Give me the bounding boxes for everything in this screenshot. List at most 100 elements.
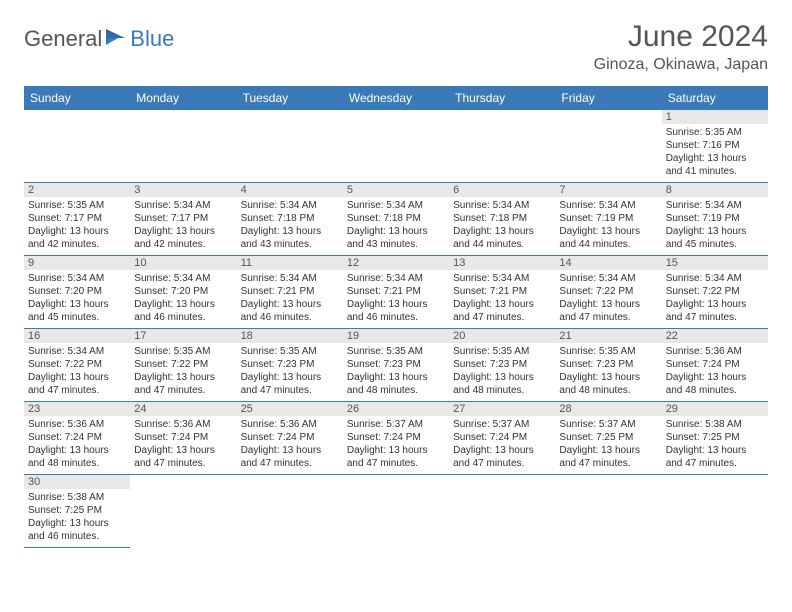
sunset-line: Sunset: 7:24 PM [134, 431, 232, 444]
sunrise-line: Sunrise: 5:34 AM [559, 199, 657, 212]
calendar-cell: 25Sunrise: 5:36 AMSunset: 7:24 PMDayligh… [237, 402, 343, 475]
sunrise-line: Sunrise: 5:34 AM [241, 272, 339, 285]
day-content: Sunrise: 5:36 AMSunset: 7:24 PMDaylight:… [662, 343, 768, 401]
day-number: 30 [24, 475, 130, 489]
day-number: 17 [130, 329, 236, 343]
calendar-cell [237, 110, 343, 183]
daylight-line: Daylight: 13 hours and 41 minutes. [666, 152, 764, 178]
day-number: 16 [24, 329, 130, 343]
day-content: Sunrise: 5:35 AMSunset: 7:16 PMDaylight:… [662, 124, 768, 182]
daylight-line: Daylight: 13 hours and 47 minutes. [559, 298, 657, 324]
day-number: 14 [555, 256, 661, 270]
calendar-cell [449, 475, 555, 548]
calendar-row: 1Sunrise: 5:35 AMSunset: 7:16 PMDaylight… [24, 110, 768, 183]
calendar-cell: 28Sunrise: 5:37 AMSunset: 7:25 PMDayligh… [555, 402, 661, 475]
sunset-line: Sunset: 7:19 PM [559, 212, 657, 225]
sunrise-line: Sunrise: 5:34 AM [453, 272, 551, 285]
day-number: 11 [237, 256, 343, 270]
daylight-line: Daylight: 13 hours and 42 minutes. [134, 225, 232, 251]
daylight-line: Daylight: 13 hours and 46 minutes. [28, 517, 126, 543]
sunset-line: Sunset: 7:17 PM [28, 212, 126, 225]
daylight-line: Daylight: 13 hours and 47 minutes. [453, 444, 551, 470]
calendar-row: 30Sunrise: 5:38 AMSunset: 7:25 PMDayligh… [24, 475, 768, 548]
day-content: Sunrise: 5:38 AMSunset: 7:25 PMDaylight:… [24, 489, 130, 547]
sunset-line: Sunset: 7:19 PM [666, 212, 764, 225]
title-block: June 2024 Ginoza, Okinawa, Japan [594, 20, 768, 74]
day-content: Sunrise: 5:38 AMSunset: 7:25 PMDaylight:… [662, 416, 768, 474]
calendar-cell: 18Sunrise: 5:35 AMSunset: 7:23 PMDayligh… [237, 329, 343, 402]
weekday-header: Wednesday [343, 86, 449, 110]
calendar-cell: 22Sunrise: 5:36 AMSunset: 7:24 PMDayligh… [662, 329, 768, 402]
sunrise-line: Sunrise: 5:36 AM [666, 345, 764, 358]
sunset-line: Sunset: 7:25 PM [559, 431, 657, 444]
logo-text-blue: Blue [130, 26, 174, 52]
day-content: Sunrise: 5:35 AMSunset: 7:23 PMDaylight:… [555, 343, 661, 401]
calendar-cell [555, 475, 661, 548]
day-content: Sunrise: 5:34 AMSunset: 7:19 PMDaylight:… [662, 197, 768, 255]
header: General Blue June 2024 Ginoza, Okinawa, … [24, 20, 768, 74]
daylight-line: Daylight: 13 hours and 47 minutes. [28, 371, 126, 397]
sunset-line: Sunset: 7:18 PM [347, 212, 445, 225]
day-content: Sunrise: 5:34 AMSunset: 7:18 PMDaylight:… [343, 197, 449, 255]
weekday-header: Friday [555, 86, 661, 110]
location: Ginoza, Okinawa, Japan [594, 56, 768, 74]
day-content: Sunrise: 5:34 AMSunset: 7:18 PMDaylight:… [449, 197, 555, 255]
day-content: Sunrise: 5:34 AMSunset: 7:17 PMDaylight:… [130, 197, 236, 255]
sunrise-line: Sunrise: 5:34 AM [241, 199, 339, 212]
calendar-cell [449, 110, 555, 183]
day-number: 9 [24, 256, 130, 270]
logo-text-general: General [24, 26, 102, 52]
sunset-line: Sunset: 7:21 PM [453, 285, 551, 298]
daylight-line: Daylight: 13 hours and 46 minutes. [241, 298, 339, 324]
sunset-line: Sunset: 7:23 PM [241, 358, 339, 371]
sunset-line: Sunset: 7:20 PM [28, 285, 126, 298]
day-content: Sunrise: 5:35 AMSunset: 7:17 PMDaylight:… [24, 197, 130, 255]
day-number: 5 [343, 183, 449, 197]
day-number: 19 [343, 329, 449, 343]
calendar-row: 2Sunrise: 5:35 AMSunset: 7:17 PMDaylight… [24, 183, 768, 256]
calendar-cell: 16Sunrise: 5:34 AMSunset: 7:22 PMDayligh… [24, 329, 130, 402]
calendar-cell: 24Sunrise: 5:36 AMSunset: 7:24 PMDayligh… [130, 402, 236, 475]
calendar-cell: 8Sunrise: 5:34 AMSunset: 7:19 PMDaylight… [662, 183, 768, 256]
calendar-cell: 20Sunrise: 5:35 AMSunset: 7:23 PMDayligh… [449, 329, 555, 402]
day-number: 21 [555, 329, 661, 343]
calendar-table: SundayMondayTuesdayWednesdayThursdayFrid… [24, 86, 768, 548]
sunrise-line: Sunrise: 5:35 AM [453, 345, 551, 358]
sunset-line: Sunset: 7:16 PM [666, 139, 764, 152]
daylight-line: Daylight: 13 hours and 47 minutes. [666, 444, 764, 470]
calendar-cell: 2Sunrise: 5:35 AMSunset: 7:17 PMDaylight… [24, 183, 130, 256]
day-content: Sunrise: 5:35 AMSunset: 7:22 PMDaylight:… [130, 343, 236, 401]
sunset-line: Sunset: 7:24 PM [453, 431, 551, 444]
daylight-line: Daylight: 13 hours and 47 minutes. [453, 298, 551, 324]
day-number: 10 [130, 256, 236, 270]
calendar-cell: 7Sunrise: 5:34 AMSunset: 7:19 PMDaylight… [555, 183, 661, 256]
sunrise-line: Sunrise: 5:36 AM [241, 418, 339, 431]
sunrise-line: Sunrise: 5:34 AM [28, 345, 126, 358]
sunrise-line: Sunrise: 5:34 AM [347, 199, 445, 212]
day-content: Sunrise: 5:34 AMSunset: 7:22 PMDaylight:… [662, 270, 768, 328]
daylight-line: Daylight: 13 hours and 45 minutes. [28, 298, 126, 324]
sunset-line: Sunset: 7:22 PM [666, 285, 764, 298]
sunrise-line: Sunrise: 5:35 AM [559, 345, 657, 358]
sunset-line: Sunset: 7:25 PM [28, 504, 126, 517]
sunrise-line: Sunrise: 5:38 AM [28, 491, 126, 504]
sunrise-line: Sunrise: 5:35 AM [666, 126, 764, 139]
day-number: 15 [662, 256, 768, 270]
daylight-line: Daylight: 13 hours and 47 minutes. [559, 444, 657, 470]
day-number: 8 [662, 183, 768, 197]
weekday-header-row: SundayMondayTuesdayWednesdayThursdayFrid… [24, 86, 768, 110]
calendar-cell: 12Sunrise: 5:34 AMSunset: 7:21 PMDayligh… [343, 256, 449, 329]
month-title: June 2024 [594, 20, 768, 54]
day-content: Sunrise: 5:37 AMSunset: 7:24 PMDaylight:… [343, 416, 449, 474]
daylight-line: Daylight: 13 hours and 47 minutes. [241, 444, 339, 470]
sunrise-line: Sunrise: 5:38 AM [666, 418, 764, 431]
daylight-line: Daylight: 13 hours and 48 minutes. [453, 371, 551, 397]
sunset-line: Sunset: 7:17 PM [134, 212, 232, 225]
sunset-line: Sunset: 7:21 PM [347, 285, 445, 298]
daylight-line: Daylight: 13 hours and 47 minutes. [241, 371, 339, 397]
day-number: 13 [449, 256, 555, 270]
day-number: 29 [662, 402, 768, 416]
day-content: Sunrise: 5:35 AMSunset: 7:23 PMDaylight:… [343, 343, 449, 401]
sunset-line: Sunset: 7:18 PM [453, 212, 551, 225]
weekday-header: Saturday [662, 86, 768, 110]
